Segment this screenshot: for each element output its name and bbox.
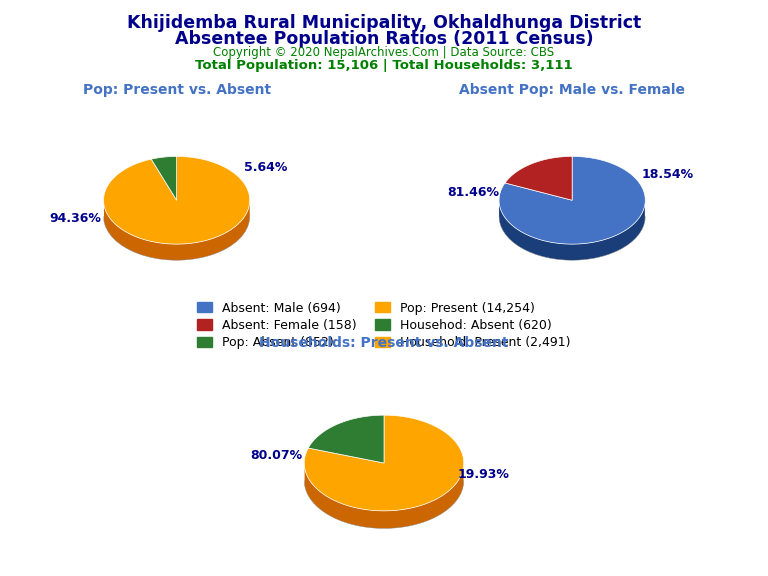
Polygon shape	[151, 157, 177, 200]
Text: 19.93%: 19.93%	[458, 468, 510, 482]
Text: Copyright © 2020 NepalArchives.Com | Data Source: CBS: Copyright © 2020 NepalArchives.Com | Dat…	[214, 46, 554, 59]
Polygon shape	[304, 415, 464, 511]
Title: Pop: Present vs. Absent: Pop: Present vs. Absent	[83, 83, 270, 97]
Legend: Absent: Male (694), Absent: Female (158), Pop: Absent (852), Pop: Present (14,25: Absent: Male (694), Absent: Female (158)…	[197, 302, 571, 349]
Text: 81.46%: 81.46%	[448, 187, 499, 199]
Text: 80.07%: 80.07%	[250, 449, 303, 461]
Title: Absent Pop: Male vs. Female: Absent Pop: Male vs. Female	[459, 83, 685, 97]
Text: Absentee Population Ratios (2011 Census): Absentee Population Ratios (2011 Census)	[174, 30, 594, 48]
Polygon shape	[499, 201, 645, 260]
Text: 94.36%: 94.36%	[50, 212, 101, 225]
Title: Households: Present vs. Absent: Households: Present vs. Absent	[260, 336, 508, 350]
Text: Total Population: 15,106 | Total Households: 3,111: Total Population: 15,106 | Total Househo…	[195, 59, 573, 73]
Text: 5.64%: 5.64%	[244, 161, 287, 174]
Polygon shape	[505, 157, 572, 200]
Polygon shape	[305, 467, 464, 528]
Polygon shape	[104, 157, 250, 244]
Polygon shape	[308, 415, 384, 463]
Text: Khijidemba Rural Municipality, Okhaldhunga District: Khijidemba Rural Municipality, Okhaldhun…	[127, 14, 641, 32]
Text: 18.54%: 18.54%	[641, 168, 694, 181]
Polygon shape	[104, 200, 250, 260]
Polygon shape	[499, 157, 645, 244]
